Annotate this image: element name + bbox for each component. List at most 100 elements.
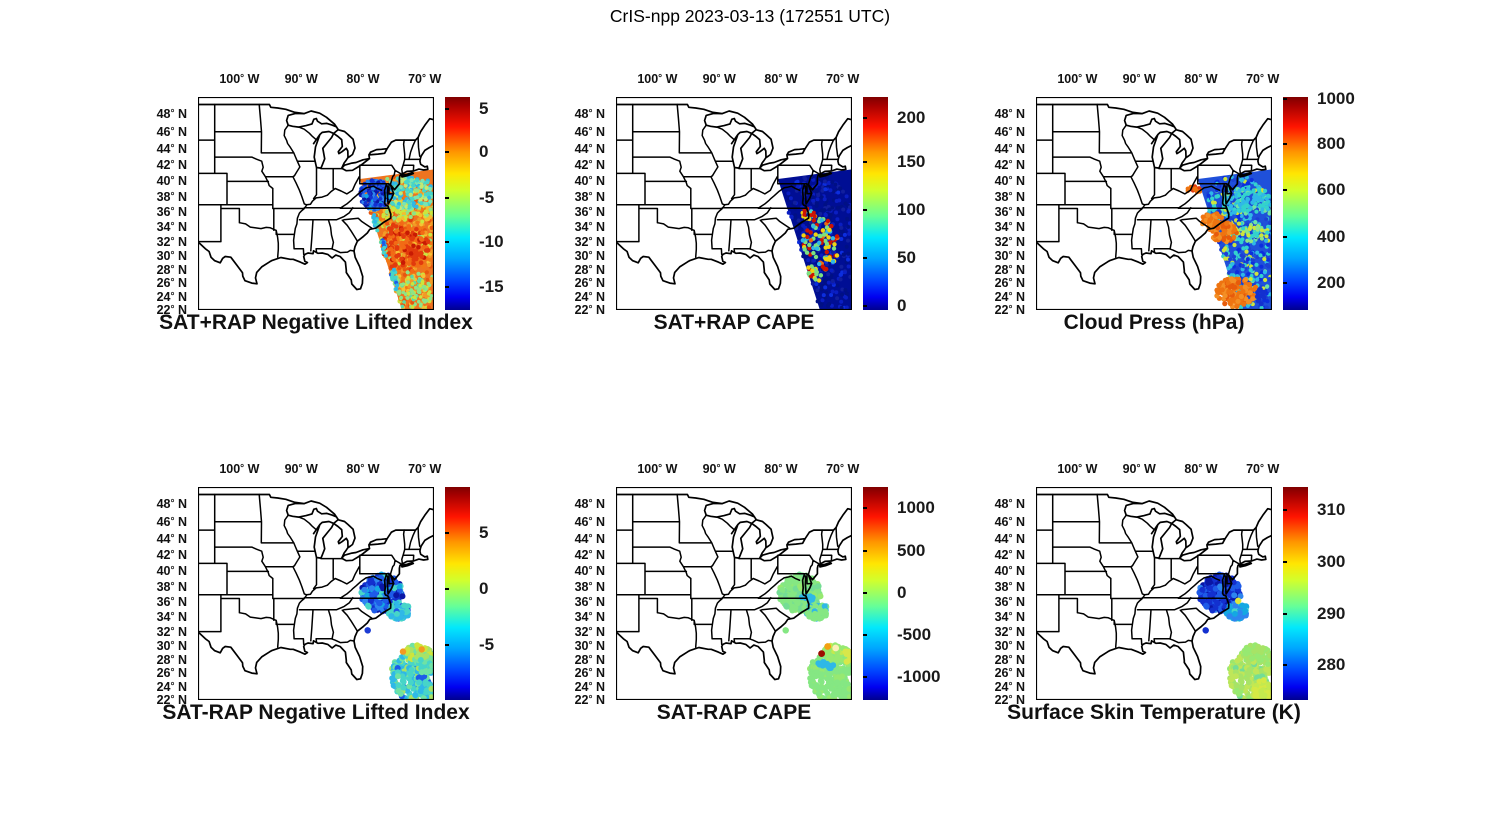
lat-tick-label: 24° N [156, 679, 187, 694]
lat-tick-label: 32° N [574, 624, 605, 639]
lat-tick-label: 24° N [574, 289, 605, 304]
lon-axis: 100° W 90° W 80° W 70° W [616, 462, 859, 480]
data-overlay [1185, 169, 1272, 310]
lat-tick-label: 22° N [156, 693, 187, 707]
colorbar-tick-label: 310 [1317, 500, 1346, 519]
lat-tick-label: 30° N [574, 248, 605, 263]
lat-tick-label: 36° N [994, 595, 1025, 610]
colorbar-tick-mark [863, 256, 867, 259]
colorbar-tick-label: 1000 [1317, 89, 1355, 109]
lat-tick-label: 22° N [994, 303, 1025, 317]
panel-cloud-press: 100° W 90° W 80° W 70° W 48° N 46° N 44° N 42°… [968, 60, 1388, 360]
lat-tick-label: 24° N [994, 679, 1025, 694]
lon-tick-label: 80° W [1184, 462, 1218, 476]
colorbar-tick-label: 150 [897, 152, 926, 171]
colorbar-tick-label: 400 [1317, 226, 1346, 246]
colorbar-tick-label: 50 [897, 247, 916, 267]
lat-tick-label: 34° N [994, 220, 1025, 235]
us-state-borders [1036, 493, 1259, 648]
colorbar-tick-mark [1283, 561, 1287, 564]
lat-tick-label: 38° N [574, 190, 605, 205]
colorbar-diff-lifted-index [445, 487, 470, 700]
lat-tick-label: 44° N [156, 531, 187, 546]
panel-title: SAT-RAP CAPE [656, 701, 812, 724]
lon-tick-label: 100° W [637, 72, 678, 86]
lat-tick-label: 34° N [574, 220, 605, 235]
lat-tick-label: 48° N [574, 106, 605, 121]
colorbar-tick-mark [863, 634, 867, 636]
data-overlay [776, 571, 852, 700]
lat-axis: 48° N 46° N 44° N 42° N 40° N 38° N 36° N 34° N… [130, 97, 191, 317]
lon-tick-label: 90° W [1122, 72, 1156, 86]
lat-tick-label: 36° N [156, 595, 187, 610]
lat-tick-label: 40° N [574, 174, 605, 189]
lon-tick-label: 100° W [1057, 72, 1098, 86]
lat-tick-label: 42° N [574, 158, 605, 173]
colorbar-lifted-index [445, 97, 470, 310]
lat-tick-label: 28° N [994, 262, 1025, 277]
lat-tick-label: 42° N [156, 158, 187, 173]
colorbar-tick-label: -5 [479, 635, 495, 654]
map-sat-rap-lifted-index [198, 97, 434, 310]
map-frame [1036, 97, 1272, 310]
colorbar-tick-mark [863, 117, 867, 120]
lat-tick-label: 26° N [156, 276, 187, 291]
lon-tick-label: 70° W [1246, 72, 1280, 86]
lon-axis: 100° W 90° W 80° W 70° W [616, 72, 859, 90]
colorbar-tick-label: 100 [897, 199, 926, 219]
lat-tick-label: 26° N [156, 666, 187, 681]
lat-tick-label: 32° N [994, 234, 1025, 249]
lat-tick-label: 48° N [994, 496, 1025, 511]
lat-tick-label: 44° N [574, 141, 605, 156]
lat-tick-label: 38° N [156, 190, 187, 205]
colorbar-tick-label: -500 [897, 625, 932, 644]
colorbar-tick-label: 200 [1317, 273, 1346, 293]
lat-tick-label: 30° N [994, 248, 1025, 263]
map-frame [1036, 487, 1272, 700]
lat-tick-label: 28° N [156, 262, 187, 277]
colorbar-tick-label: 5 [479, 523, 489, 542]
lat-tick-label: 36° N [574, 595, 605, 610]
lat-axis: 48° N 46° N 44° N 42° N 40° N 38° N 36° N 34° N… [968, 487, 1029, 707]
lon-tick-label: 80° W [764, 462, 798, 476]
lat-tick-label: 46° N [574, 124, 605, 139]
colorbar-tick-mark [445, 151, 449, 154]
lat-tick-label: 40° N [156, 564, 187, 579]
lon-tick-label: 70° W [1246, 462, 1280, 476]
lat-tick-label: 46° N [574, 514, 605, 529]
map-frame [198, 97, 434, 310]
lat-tick-label: 28° N [994, 652, 1025, 667]
lon-tick-label: 100° W [1057, 462, 1098, 476]
colorbar-tick-mark [445, 588, 449, 590]
lon-tick-label: 70° W [826, 462, 860, 476]
lat-tick-label: 42° N [156, 548, 187, 563]
us-state-borders [198, 493, 421, 648]
lat-tick-label: 44° N [574, 531, 605, 546]
colorbar-tick-label: 500 [897, 540, 926, 560]
figure-title: CrIS-npp 2023-03-13 (172551 UTC) [609, 6, 891, 26]
lat-tick-label: 30° N [994, 638, 1025, 653]
lon-tick-label: 90° W [284, 72, 318, 86]
colorbar-tick-label: 300 [1317, 552, 1346, 572]
colorbar-tick-mark [445, 532, 449, 534]
lat-tick-label: 26° N [994, 666, 1025, 681]
lon-tick-label: 90° W [284, 462, 318, 476]
map-sat-minus-rap-lifted-index [198, 487, 434, 700]
panel-title: SAT-RAP Negative Lifted Index [162, 701, 470, 724]
lat-tick-label: 32° N [994, 624, 1025, 639]
lat-tick-label: 44° N [156, 141, 187, 156]
lat-tick-label: 36° N [574, 205, 605, 220]
lon-tick-label: 100° W [637, 462, 678, 476]
lat-tick-label: 36° N [156, 205, 187, 220]
colorbar-tick-label: -10 [479, 231, 504, 251]
colorbar-cloud-press [1283, 97, 1308, 310]
colorbar-tick-mark [1283, 235, 1287, 238]
lat-tick-label: 28° N [574, 652, 605, 667]
lat-tick-label: 34° N [156, 220, 187, 235]
colorbar-tick-mark [863, 676, 867, 679]
panel-title: SAT+RAP CAPE [653, 311, 815, 334]
colorbar-tick-mark [445, 197, 449, 200]
colorbar-tick-mark [445, 285, 449, 288]
lat-tick-label: 46° N [156, 124, 187, 139]
